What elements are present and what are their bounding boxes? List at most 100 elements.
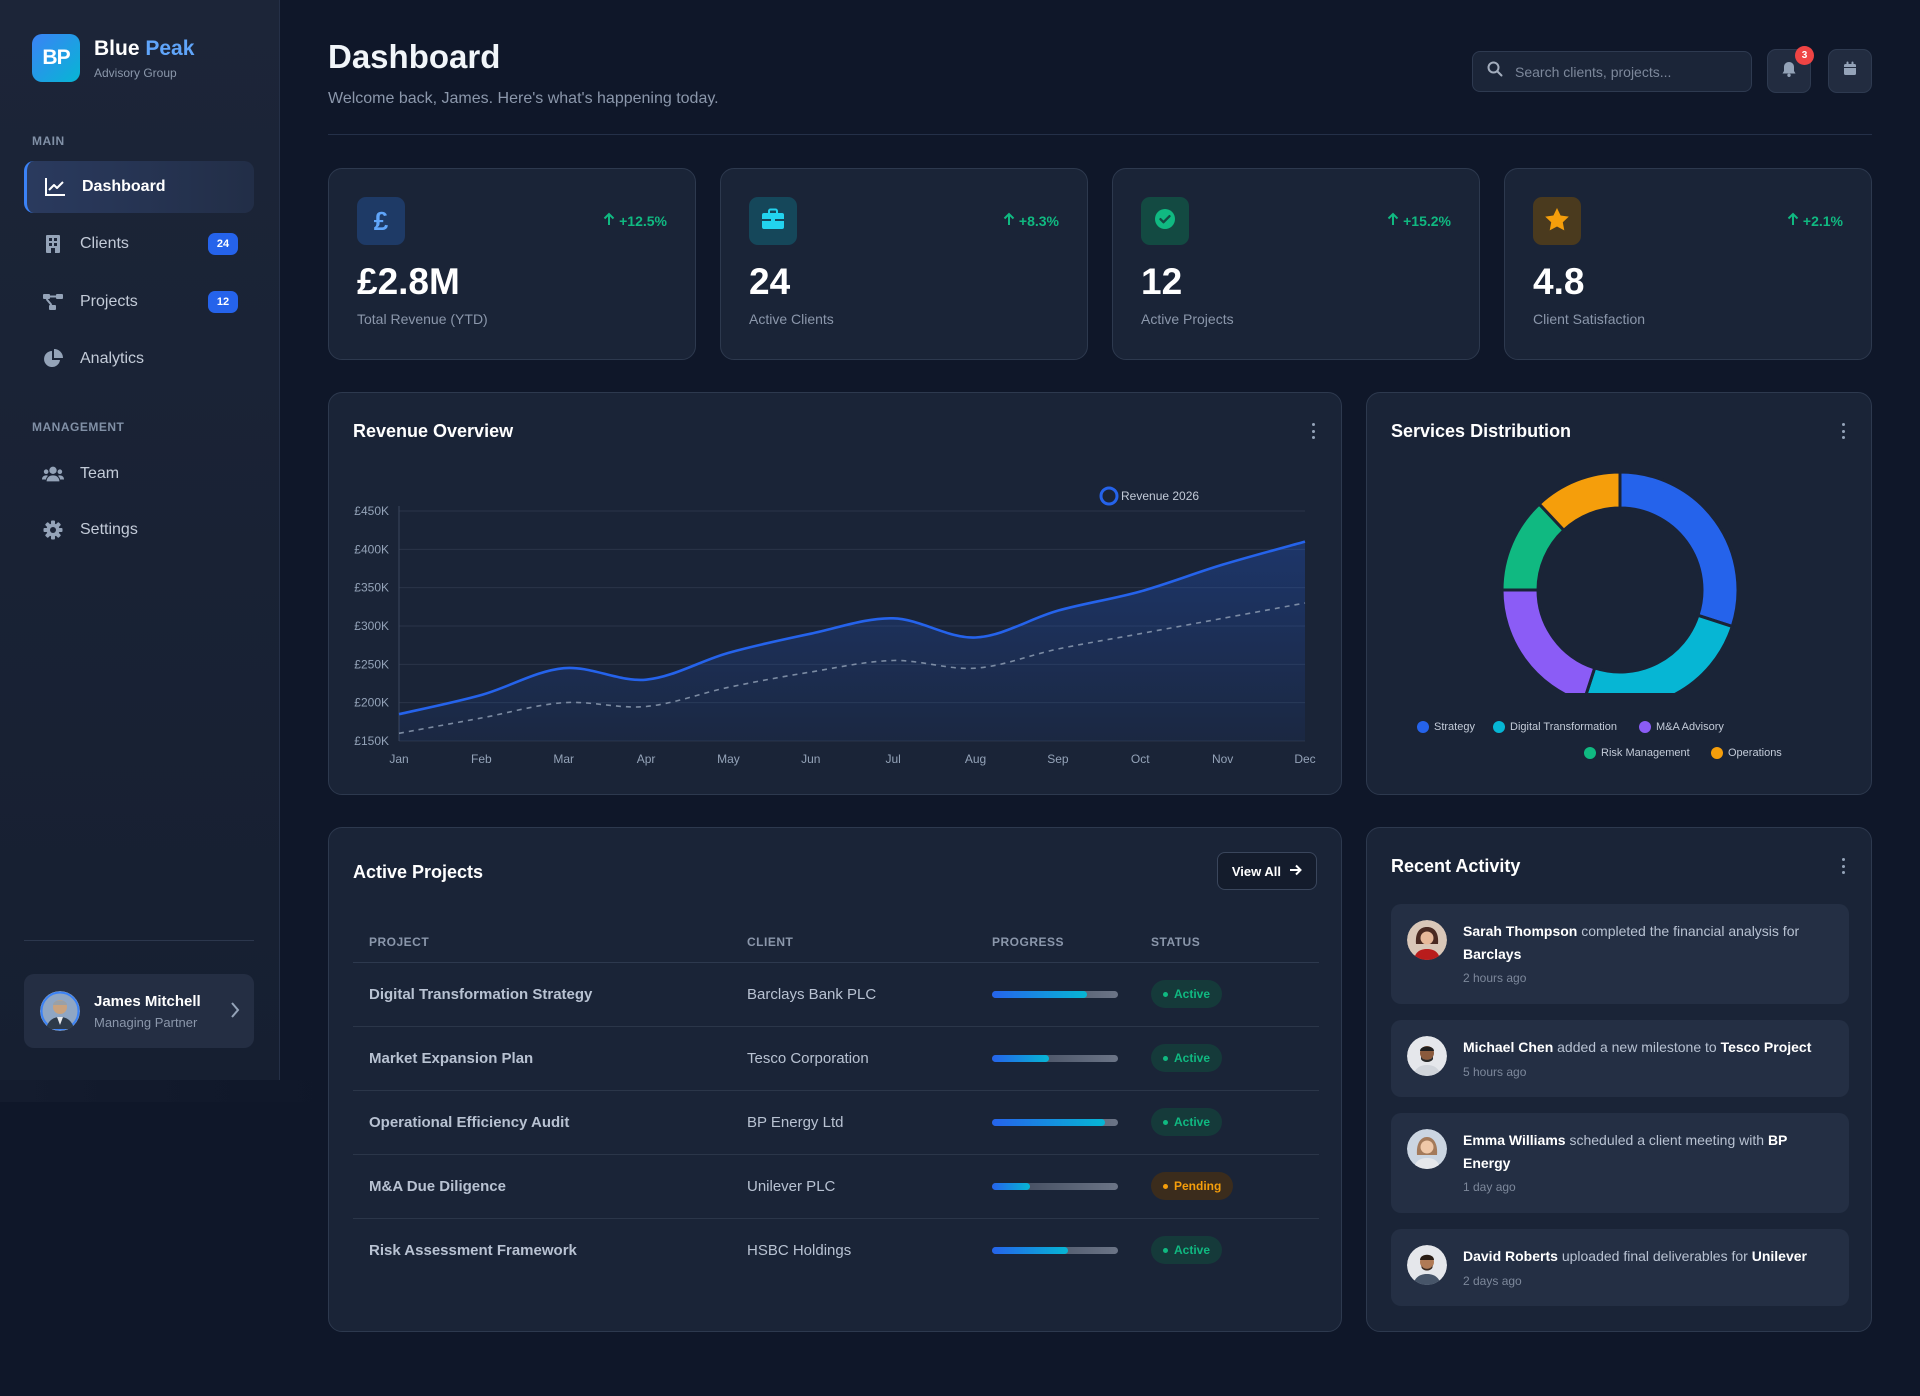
calendar-button[interactable] — [1828, 49, 1872, 93]
data-point[interactable] — [1138, 590, 1142, 594]
donut-slice[interactable] — [1584, 613, 1735, 693]
stat-card-projects[interactable]: +15.2% 12 Active Projects — [1112, 168, 1480, 360]
table-row[interactable]: Market Expansion Plan Tesco Corporation Ac… — [353, 1026, 1319, 1091]
calendar-icon — [1843, 61, 1857, 81]
data-point[interactable] — [1056, 609, 1060, 613]
data-point[interactable] — [644, 678, 648, 682]
sidebar-item-label: Clients — [80, 235, 129, 252]
user-name: James Mitchell — [94, 992, 201, 1010]
y-tick-label: £200K — [354, 696, 389, 710]
donut-slice[interactable] — [1537, 470, 1622, 533]
legend-dot — [1711, 747, 1723, 759]
sidebar-item-analytics[interactable]: Analytics — [24, 333, 254, 385]
activity-item[interactable]: Michael Chen added a new milestone to Te… — [1391, 1020, 1849, 1097]
y-tick-label: £400K — [354, 542, 389, 556]
sidebar-item-settings[interactable]: Settings — [24, 504, 254, 556]
kebab-menu-icon[interactable] — [1309, 423, 1317, 439]
kebab-menu-icon[interactable] — [1839, 423, 1847, 439]
stat-icon-box — [749, 197, 797, 245]
table-row[interactable]: Risk Assessment Framework HSBC Holdings Ac… — [353, 1218, 1319, 1282]
legend-label: Strategy — [1434, 721, 1475, 733]
stat-value: 24 — [749, 261, 791, 302]
status-badge: Active — [1151, 1236, 1223, 1265]
kebab-menu-icon[interactable] — [1839, 858, 1847, 874]
arrow-up-icon — [603, 212, 615, 229]
sidebar-item-projects[interactable]: Projects 12 — [24, 276, 254, 328]
activity-target: Tesco Project — [1720, 1039, 1812, 1055]
y-tick-label: £250K — [354, 657, 389, 671]
legend-item: Strategy — [1417, 721, 1475, 733]
brand-logo: BP — [32, 34, 80, 82]
activity-target: Barclays — [1463, 946, 1522, 962]
sidebar-item-clients[interactable]: Clients 24 — [24, 218, 254, 270]
activity-user: David Roberts — [1463, 1248, 1558, 1264]
data-point[interactable] — [974, 636, 978, 640]
activity-item[interactable]: David Roberts uploaded final deliverable… — [1391, 1229, 1849, 1306]
stat-card-revenue[interactable]: £ +12.5% £2.8M Total Revenue (YTD) — [328, 168, 696, 360]
data-point[interactable] — [479, 693, 483, 697]
data-point[interactable] — [1221, 563, 1225, 567]
sidebar-shadow — [0, 1080, 330, 1102]
column-header: PROJECT — [353, 922, 731, 963]
data-point[interactable] — [726, 651, 730, 655]
stat-card-clients[interactable]: +8.3% 24 Active Clients — [720, 168, 1088, 360]
stat-card-satisfaction[interactable]: +2.1% 4.8 Client Satisfaction — [1504, 168, 1872, 360]
notifications-button[interactable]: 3 — [1767, 46, 1814, 93]
gear-icon — [42, 519, 64, 541]
legend-dot — [1639, 721, 1651, 733]
status-label: Active — [1174, 1051, 1211, 1065]
search-box[interactable] — [1472, 51, 1752, 92]
activity-user: Emma Williams — [1463, 1132, 1566, 1148]
progress-fill — [992, 1182, 1030, 1190]
status-label: Active — [1174, 1243, 1211, 1258]
services-distribution-card: Services Distribution Strategy Digital Tr… — [1366, 392, 1872, 795]
sidebar-item-label: Team — [80, 465, 120, 482]
y-tick-label: £300K — [354, 619, 389, 633]
table-row[interactable]: Operational Efficiency Audit BP Energy Lt… — [353, 1090, 1319, 1155]
sidebar-item-dashboard[interactable]: Dashboard — [24, 161, 254, 213]
y-tick-label: £450K — [354, 504, 389, 518]
stat-label: Total Revenue (YTD) — [357, 311, 488, 327]
donut-slice[interactable] — [1618, 470, 1740, 629]
view-all-label: View All — [1231, 863, 1281, 879]
bell-icon — [1782, 61, 1796, 82]
data-point[interactable] — [809, 632, 813, 636]
project-name: Risk Assessment Framework — [369, 1241, 577, 1259]
activity-avatar — [1407, 920, 1447, 960]
legend-item: Operations — [1711, 747, 1782, 759]
view-all-button[interactable]: View All — [1216, 852, 1317, 890]
chart-line-icon — [44, 176, 66, 198]
donut-slice[interactable] — [1500, 588, 1597, 693]
stat-trend-value: +2.1% — [1802, 212, 1843, 229]
activity-action: uploaded final deliverables for — [1561, 1248, 1748, 1264]
stat-label: Active Clients — [749, 311, 834, 327]
stat-value: 12 — [1141, 261, 1183, 302]
x-tick-label: Nov — [1212, 752, 1233, 766]
activity-target: Unilever — [1751, 1248, 1807, 1264]
stat-value: 4.8 — [1533, 261, 1585, 302]
nav-heading-management: MANAGEMENT — [32, 420, 125, 434]
activity-time: 2 days ago — [1463, 1274, 1522, 1288]
progress-fill — [992, 1054, 1049, 1062]
activity-item[interactable]: Sarah Thompson completed the financial a… — [1391, 904, 1849, 1004]
stat-trend-value: +8.3% — [1018, 212, 1059, 229]
table-row[interactable]: M&A Due Diligence Unilever PLC Pending — [353, 1154, 1319, 1219]
user-avatar — [40, 991, 80, 1031]
arrow-right-icon — [1289, 864, 1302, 879]
legend-label: Operations — [1728, 747, 1782, 759]
sidebar-item-label: Analytics — [80, 350, 145, 367]
project-client: BP Energy Ltd — [731, 1090, 976, 1155]
table-row[interactable]: Digital Transformation Strategy Barclays … — [353, 962, 1319, 1027]
series-area — [399, 541, 1305, 741]
brand[interactable]: BP Blue Peak Advisory Group — [32, 34, 194, 82]
activity-item[interactable]: Emma Williams scheduled a client meeting… — [1391, 1113, 1849, 1213]
data-point[interactable] — [562, 666, 566, 670]
progress-bar — [992, 990, 1118, 998]
data-point[interactable] — [891, 616, 895, 620]
user-profile-card[interactable]: James Mitchell Managing Partner — [24, 974, 254, 1048]
data-point[interactable] — [397, 712, 401, 716]
sidebar-item-team[interactable]: Team — [24, 448, 254, 500]
services-donut-chart — [1500, 470, 1740, 693]
data-point[interactable] — [1303, 540, 1307, 544]
search-input[interactable] — [1515, 63, 1735, 80]
